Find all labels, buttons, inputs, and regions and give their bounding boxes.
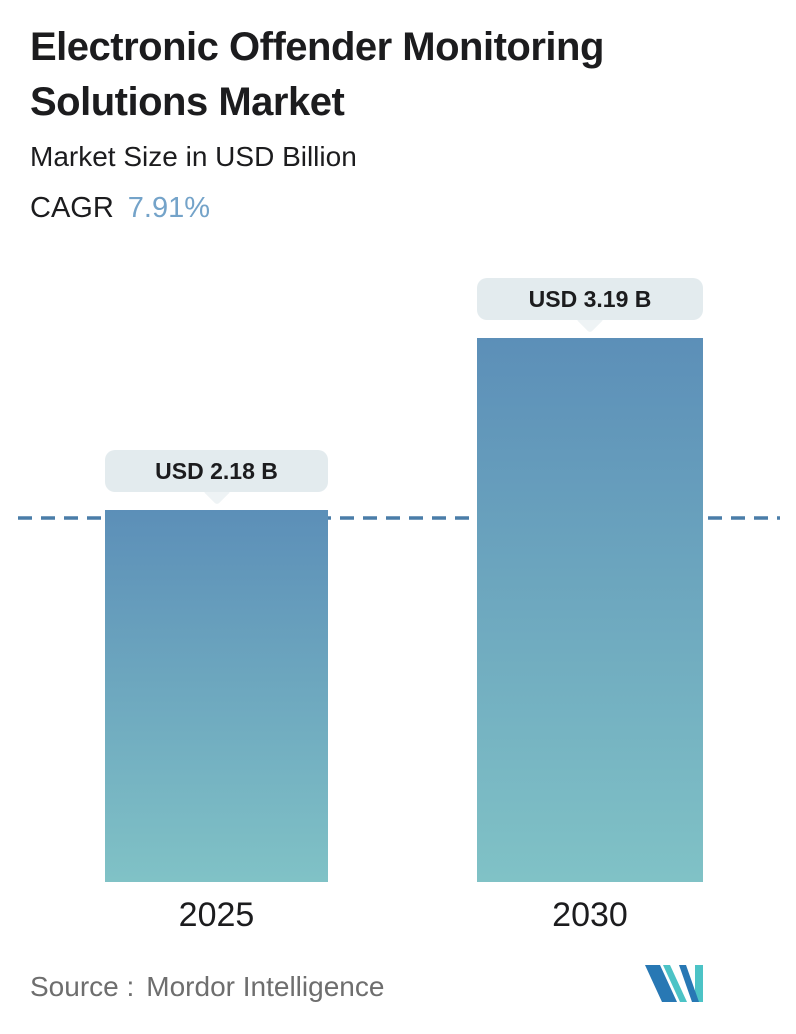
cagr-label: CAGR (30, 192, 114, 224)
axis-label-2025: 2025 (178, 896, 255, 934)
cagr-value: 7.91% (127, 192, 211, 224)
source-label: Source : (30, 971, 135, 1002)
bar-2025 (105, 510, 328, 882)
value-label: USD 2.18 B (155, 457, 278, 484)
mordor-intelligence-logo (645, 965, 703, 1002)
axis-label-2030: 2030 (552, 896, 628, 934)
source-row: Source : Mordor Intelligence (30, 971, 384, 1003)
value-callout-2030: USD 3.19 B (477, 278, 703, 320)
value-label: USD 3.19 B (528, 285, 652, 312)
title-line-1: Electronic Offender Monitoring (30, 25, 604, 69)
chart-title: Electronic Offender Monitoring Solutions… (30, 20, 604, 130)
title-line-2: Solutions Market (30, 80, 345, 124)
value-callout-2025: USD 2.18 B (105, 450, 328, 492)
source-value: Mordor Intelligence (146, 971, 385, 1002)
cagr-row: CAGR 7.91% (30, 192, 210, 225)
chart-subtitle: Market Size in USD Billion (30, 141, 357, 172)
bar-2030 (477, 338, 703, 882)
